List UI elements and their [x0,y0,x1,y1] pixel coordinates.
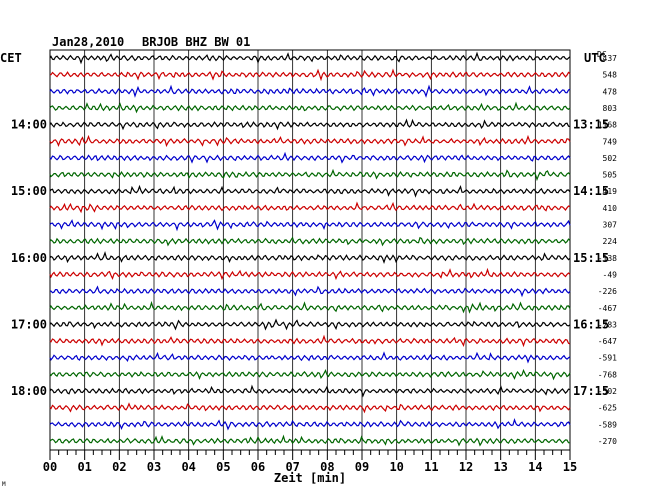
dc-offset-value: 307 [603,221,618,230]
right-time-label: 17:15 [573,384,609,398]
dc-offset-value: 749 [603,137,618,146]
dc-offset-value: -783 [598,320,617,329]
dc-offset-value: 437 [603,54,618,63]
x-tick-label: 07 [285,460,299,474]
dc-offset-value: -647 [598,337,617,346]
seismic-trace [49,351,571,364]
dc-offset-value: -768 [598,370,617,379]
seismic-trace [49,118,571,131]
seismic-trace [49,334,571,348]
seismic-trace [49,134,571,148]
x-tick-label: 05 [216,460,230,474]
dc-offset-column: 437 548 478 803 1168 749 502 505 419 410 307 224 -13… [598,54,617,446]
dc-offset-value: -270 [598,437,617,446]
x-tick-label: 14 [528,460,542,474]
dc-offset-value: 1168 [598,121,617,130]
right-time-label: 14:15 [573,184,609,198]
x-tick-label: 02 [112,460,126,474]
seismic-trace [49,101,571,114]
right-time-label: 16:15 [573,317,609,331]
seismic-trace [49,51,571,65]
seismic-trace [50,285,571,298]
x-tick-label: 13 [493,460,507,474]
dc-offset-value: 478 [603,87,618,96]
seismic-trace [49,201,571,214]
right-time-label: 13:15 [573,118,609,132]
seismic-trace [49,300,571,314]
seismic-traces [49,51,571,447]
right-time-axis: 13:15 14:15 15:15 16:15 17:15 [573,118,609,398]
x-axis: 00 01 02 03 04 05 06 07 08 09 10 11 12 13 14 15 [43,449,577,474]
x-axis-title: Zeit [min] [274,471,346,485]
dc-offset-value: -591 [598,354,617,363]
dc-header-label: DC [597,50,607,59]
x-tick-label: 01 [77,460,91,474]
seismic-trace [49,267,571,281]
corner-mark: M [2,481,6,488]
dc-offset-value: -467 [598,304,617,313]
dc-offset-value: 548 [603,71,618,80]
seismic-trace [49,250,571,264]
dc-offset-value: 502 [603,154,618,163]
seismic-trace [49,236,571,247]
x-tick-label: 06 [251,460,265,474]
dc-offset-value: 419 [603,187,618,196]
dc-offset-value: -226 [598,287,617,296]
station-label: BRJOB BHZ BW 01 [142,35,250,49]
x-tick-label: 04 [181,460,195,474]
seismic-trace [50,68,571,82]
dc-offset-value: -502 [598,387,617,396]
x-tick-label: 03 [147,460,161,474]
gridlines [84,50,536,450]
right-timezone-label: UTC [584,51,606,65]
left-timezone-label: CET [0,51,22,65]
dc-offset-value: -625 [598,404,617,413]
dc-offset-value: 410 [603,204,618,213]
seismic-trace [49,219,571,232]
dc-offset-value: -49 [603,270,618,279]
left-time-label: 17:00 [11,317,47,331]
seismic-trace [49,384,571,398]
plot-frame [49,49,571,451]
seismic-trace [49,368,571,381]
dc-offset-value: -589 [598,420,617,429]
x-tick-label: 15 [563,460,577,474]
left-time-label: 15:00 [11,184,47,198]
dc-offset-value: 803 [603,104,618,113]
x-tick-label: 09 [355,460,369,474]
seismic-trace [49,151,571,164]
left-time-label: 18:00 [11,384,47,398]
right-time-label: 15:15 [573,251,609,265]
dc-offset-value: -138 [598,254,617,263]
seismic-trace [49,168,571,182]
seismic-trace [49,418,571,431]
left-time-label: 16:00 [11,251,47,265]
x-tick-label: 08 [320,460,334,474]
seismic-trace [49,184,571,198]
seismic-trace [49,318,571,331]
seismic-trace [49,84,571,98]
left-time-label: 14:00 [11,118,47,132]
x-tick-label: 11 [424,460,438,474]
seismic-trace [49,434,571,447]
x-tick-label: 12 [459,460,473,474]
left-time-axis: 14:00 15:00 16:00 17:00 18:00 [11,118,47,398]
dc-offset-value: 505 [603,171,618,180]
date-label: Jan28,2010 [52,35,124,49]
seismic-trace [49,402,571,414]
dc-offset-value: 224 [603,237,618,246]
x-tick-label: 00 [43,460,57,474]
x-tick-label: 10 [389,460,403,474]
